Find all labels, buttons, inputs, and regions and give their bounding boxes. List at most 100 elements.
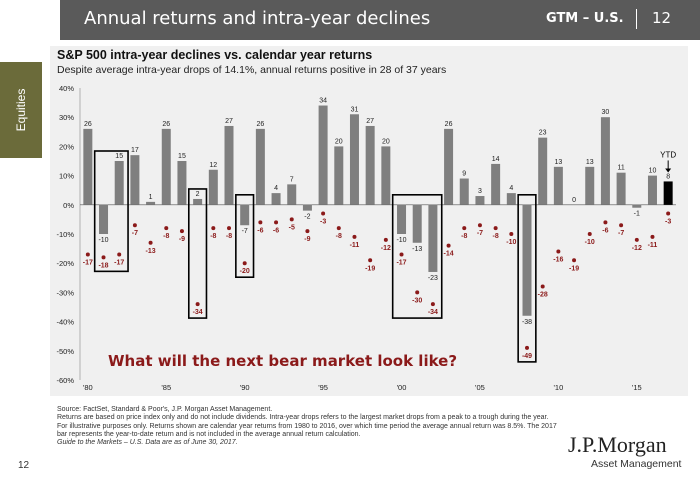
decline-dot xyxy=(619,223,624,228)
decline-label: -9 xyxy=(304,236,310,243)
return-bar xyxy=(146,201,156,205)
chart-subtitle: Despite average intra-year drops of 14.1… xyxy=(57,64,447,76)
brand-logo: J.P.Morgan xyxy=(568,432,667,457)
return-bar xyxy=(522,204,532,316)
footnote-methodology: Returns are based on price index only an… xyxy=(57,414,557,438)
decline-label: -11 xyxy=(350,242,360,249)
decline-dot xyxy=(148,240,153,245)
decline-dot xyxy=(509,232,514,236)
decline-label: -13 xyxy=(146,248,156,255)
decline-dot xyxy=(540,284,545,289)
decline-label: -12 xyxy=(381,245,391,252)
return-bar xyxy=(585,166,595,205)
x-tick-label: '80 xyxy=(83,383,93,392)
decline-label: -17 xyxy=(83,259,93,266)
footnotes: Source: FactSet, Standard & Poor's, J.P.… xyxy=(57,406,557,447)
return-bar xyxy=(365,125,375,205)
corner-box xyxy=(0,0,60,40)
return-label: 15 xyxy=(115,153,123,160)
return-bar xyxy=(161,128,171,205)
return-label: 3 xyxy=(478,188,482,195)
return-label: -10 xyxy=(98,237,108,244)
chart-panel xyxy=(50,46,688,396)
ytd-arrow-head xyxy=(665,168,672,173)
return-bar xyxy=(177,161,187,205)
return-bar xyxy=(208,169,218,205)
decline-dot xyxy=(462,226,467,231)
return-bar xyxy=(397,204,407,234)
section-tab[interactable]: Equities xyxy=(0,62,42,158)
page-title: Annual returns and intra-year declines xyxy=(84,8,431,29)
decline-label: -9 xyxy=(179,236,185,243)
footnote-source: Source: FactSet, Standard & Poor's, J.P.… xyxy=(57,406,273,413)
decline-label: -6 xyxy=(273,227,279,234)
decline-label: -28 xyxy=(538,292,548,299)
return-label: 12 xyxy=(209,162,217,169)
x-tick-label: '05 xyxy=(475,383,485,392)
return-bar xyxy=(130,155,140,205)
return-label: 8 xyxy=(666,173,670,180)
decline-dot xyxy=(85,252,90,257)
decline-dot xyxy=(446,243,451,248)
highlight-box xyxy=(235,194,255,279)
decline-dot xyxy=(525,345,529,350)
return-label: 26 xyxy=(162,121,170,128)
y-tick-label: -20% xyxy=(56,259,74,268)
return-bar xyxy=(240,204,250,226)
decline-label: -8 xyxy=(163,233,169,240)
return-label: 2 xyxy=(196,191,200,198)
decline-dot xyxy=(242,261,247,266)
decline-label: -8 xyxy=(226,233,232,240)
return-bar xyxy=(647,175,657,205)
decline-label: -19 xyxy=(365,265,375,272)
x-tick-label: '15 xyxy=(632,383,642,392)
decline-label: -12 xyxy=(632,245,642,252)
y-tick-label: 40% xyxy=(59,84,74,93)
decline-dot xyxy=(352,234,357,239)
return-label: 31 xyxy=(351,106,359,113)
return-bar xyxy=(538,137,548,205)
return-label: 30 xyxy=(602,109,610,116)
decline-dot xyxy=(493,226,498,231)
decline-dot xyxy=(572,258,577,263)
header-page-number: 12 xyxy=(652,9,672,27)
y-tick-label: 0% xyxy=(63,201,74,210)
return-bar xyxy=(193,198,203,205)
return-bar xyxy=(491,163,501,205)
decline-label: -34 xyxy=(428,309,438,316)
decline-dot xyxy=(587,232,592,236)
y-tick-label: 10% xyxy=(59,172,74,181)
decline-dot xyxy=(101,255,106,260)
return-bar xyxy=(271,193,281,205)
decline-dot xyxy=(211,226,216,231)
highlight-box xyxy=(517,194,537,363)
decline-dot xyxy=(399,252,404,257)
y-tick-label: -30% xyxy=(56,288,74,297)
decline-dot xyxy=(258,220,263,225)
return-label: 4 xyxy=(509,185,513,192)
return-bar xyxy=(553,166,563,205)
return-label: 4 xyxy=(274,185,278,192)
decline-label: -7 xyxy=(132,230,138,237)
return-label: 34 xyxy=(319,98,327,105)
header-bar xyxy=(60,0,700,40)
decline-label: -8 xyxy=(461,233,467,240)
y-tick-label: -40% xyxy=(56,318,74,327)
decline-label: -20 xyxy=(240,268,250,275)
return-label: -7 xyxy=(242,228,248,235)
return-bar xyxy=(318,105,328,205)
x-tick-label: '95 xyxy=(318,383,328,392)
decline-dot xyxy=(477,223,482,228)
y-tick-label: -10% xyxy=(56,230,74,239)
return-bar xyxy=(459,178,469,205)
decline-dot xyxy=(305,229,310,234)
decline-label: -8 xyxy=(336,233,342,240)
brand-subtitle: Asset Management xyxy=(591,458,682,470)
x-tick-label: '00 xyxy=(397,383,407,392)
header-divider xyxy=(636,9,637,29)
decline-label: -6 xyxy=(602,227,608,234)
footnote-guide: Guide to the Markets – U.S. Data are as … xyxy=(57,439,238,447)
decline-dot xyxy=(179,229,184,234)
y-tick-label: 20% xyxy=(59,142,74,151)
decline-dot xyxy=(274,220,279,225)
